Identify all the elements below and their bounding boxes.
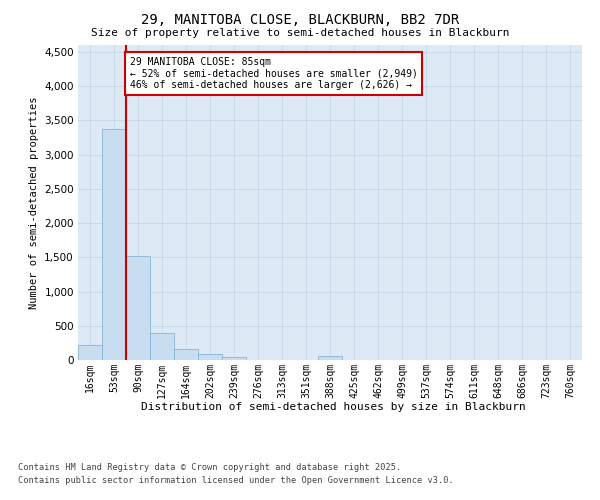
Bar xyxy=(102,128,126,360)
Y-axis label: Number of semi-detached properties: Number of semi-detached properties xyxy=(29,96,38,308)
Bar xyxy=(174,350,198,360)
Text: Size of property relative to semi-detached houses in Blackburn: Size of property relative to semi-detach… xyxy=(91,28,509,38)
Text: 29, MANITOBA CLOSE, BLACKBURN, BB2 7DR: 29, MANITOBA CLOSE, BLACKBURN, BB2 7DR xyxy=(141,12,459,26)
Text: Distribution of semi-detached houses by size in Blackburn: Distribution of semi-detached houses by … xyxy=(140,402,526,412)
Bar xyxy=(318,356,342,360)
Text: Contains public sector information licensed under the Open Government Licence v3: Contains public sector information licen… xyxy=(18,476,454,485)
Text: 29 MANITOBA CLOSE: 85sqm
← 52% of semi-detached houses are smaller (2,949)
46% o: 29 MANITOBA CLOSE: 85sqm ← 52% of semi-d… xyxy=(130,56,418,90)
Bar xyxy=(126,256,150,360)
Bar xyxy=(78,345,102,360)
Bar xyxy=(150,334,174,360)
Text: Contains HM Land Registry data © Crown copyright and database right 2025.: Contains HM Land Registry data © Crown c… xyxy=(18,462,401,471)
Bar xyxy=(222,357,246,360)
Bar xyxy=(198,354,222,360)
